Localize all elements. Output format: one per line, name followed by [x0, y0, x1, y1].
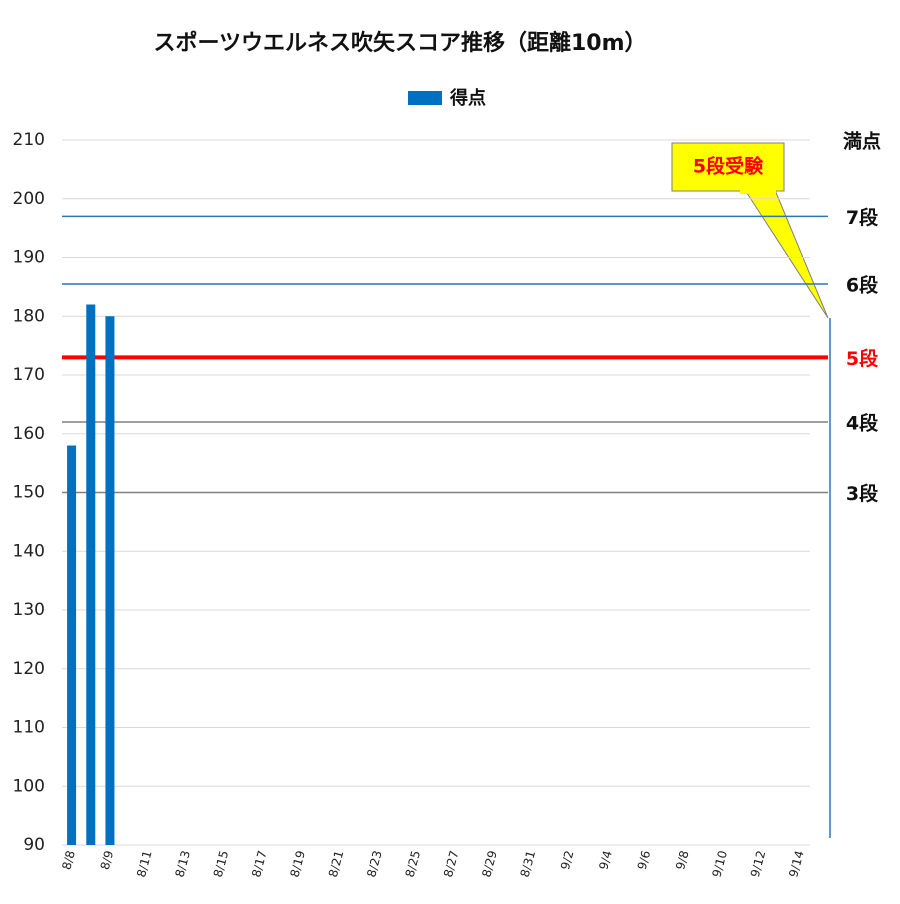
y-tick-label: 110 [13, 718, 45, 738]
x-tick-label: 8/23 [364, 849, 384, 879]
x-tick-label: 8/15 [211, 849, 231, 879]
reference-label: 6段 [846, 273, 879, 296]
x-tick-label: 8/21 [326, 849, 346, 879]
y-tick-label: 160 [13, 424, 45, 444]
x-tick-label: 9/10 [709, 849, 729, 879]
x-tick-label: 8/8 [59, 849, 78, 871]
y-tick-label: 210 [13, 130, 45, 150]
y-tick-label: 190 [13, 248, 45, 268]
y-tick-label: 130 [13, 600, 45, 620]
x-tick-label: 9/14 [786, 849, 806, 879]
bar [67, 445, 77, 845]
reference-label: 5段 [846, 347, 879, 370]
chart-title: スポーツウエルネス吹矢スコア推移（距離10m） [153, 30, 646, 56]
x-tick-label: 8/31 [518, 849, 538, 879]
callout-pointer [744, 189, 829, 319]
callout-text: 5段受験 [693, 155, 764, 178]
x-tick-label: 8/13 [172, 849, 192, 879]
bar [105, 316, 115, 845]
x-tick-label: 9/4 [596, 849, 615, 871]
x-tick-label: 9/2 [558, 849, 577, 871]
legend-label: 得点 [449, 87, 486, 109]
x-tick-label: 8/29 [479, 849, 499, 879]
callout-box [671, 142, 785, 192]
reference-label: 3段 [846, 482, 879, 505]
y-tick-label: 170 [13, 365, 45, 385]
y-tick-label: 180 [13, 306, 45, 326]
y-tick-label: 120 [13, 659, 45, 679]
x-tick-label: 8/25 [403, 849, 423, 879]
reference-label: 7段 [846, 206, 879, 229]
reference-label: 4段 [846, 412, 879, 435]
reference-label: 満点 [843, 131, 881, 153]
x-tick-label: 8/19 [288, 849, 308, 879]
x-tick-label: 9/6 [635, 849, 654, 871]
bar [86, 304, 96, 845]
legend-swatch [408, 91, 442, 105]
x-tick-label: 8/27 [441, 849, 461, 879]
callout-joint [740, 186, 776, 194]
y-tick-label: 150 [13, 483, 45, 503]
x-tick-label: 9/12 [748, 849, 768, 879]
y-tick-label: 90 [23, 835, 45, 855]
x-tick-label: 8/9 [98, 849, 117, 871]
x-tick-label: 9/8 [673, 849, 692, 871]
x-tick-label: 8/17 [249, 849, 269, 879]
y-tick-label: 100 [13, 776, 45, 796]
y-tick-label: 200 [13, 189, 45, 209]
y-tick-label: 140 [13, 541, 45, 561]
x-tick-label: 8/11 [134, 849, 154, 879]
